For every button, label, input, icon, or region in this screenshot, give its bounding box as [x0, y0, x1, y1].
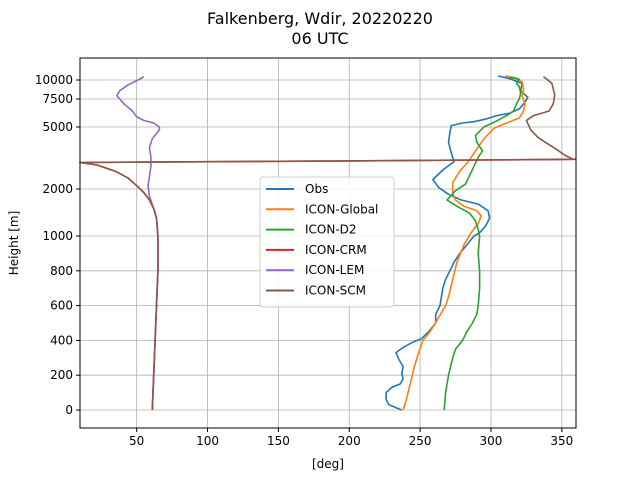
y-axis: 0 200 400 600 800 1000 2000 5000 7500 10000	[35, 73, 80, 417]
x-axis: 50 100 150 200 250 300 350	[129, 428, 573, 448]
legend-label: ICON-SCM	[305, 284, 366, 298]
legend: Obs ICON-Global ICON-D2 ICON-CRM ICON-LEM ICO…	[259, 176, 395, 308]
x-tick-label: 50	[129, 434, 144, 448]
y-tick-label: 10000	[35, 73, 73, 87]
y-axis-label: Height [m]	[7, 211, 21, 276]
y-tick-label: 800	[50, 264, 73, 278]
y-tick-label: 600	[50, 299, 73, 313]
y-tick-label: 200	[50, 368, 73, 382]
series-line-icon-global	[402, 75, 526, 411]
x-tick-label: 200	[338, 434, 361, 448]
y-tick-label: 400	[50, 333, 73, 347]
x-tick-label: 350	[550, 434, 573, 448]
series-lines	[79, 75, 577, 411]
y-tick-label: 7500	[42, 92, 73, 106]
x-tick-label: 250	[409, 434, 432, 448]
series-line-icon-d2	[443, 76, 522, 411]
plot-frame	[79, 57, 577, 429]
x-tick-label: 300	[480, 434, 503, 448]
chart-subtitle: 06 UTC	[291, 29, 348, 48]
y-tick-label: 0	[65, 403, 73, 417]
legend-label: ICON-CRM	[305, 243, 367, 257]
y-tick-label: 5000	[42, 120, 73, 134]
legend-label: ICON-D2	[305, 223, 357, 237]
series-line-obs	[385, 75, 529, 411]
y-tick-label: 2000	[42, 182, 73, 196]
legend-label: ICON-LEM	[305, 263, 364, 277]
chart-title: Falkenberg, Wdir, 20220220	[207, 9, 433, 28]
y-tick-label: 1000	[42, 229, 73, 243]
legend-label: ICON-Global	[305, 202, 378, 216]
x-tick-label: 100	[196, 434, 219, 448]
legend-label: Obs	[305, 182, 328, 196]
series-line-icon-scm	[79, 76, 574, 411]
x-tick-label: 150	[267, 434, 290, 448]
x-axis-label: [deg]	[312, 457, 344, 471]
